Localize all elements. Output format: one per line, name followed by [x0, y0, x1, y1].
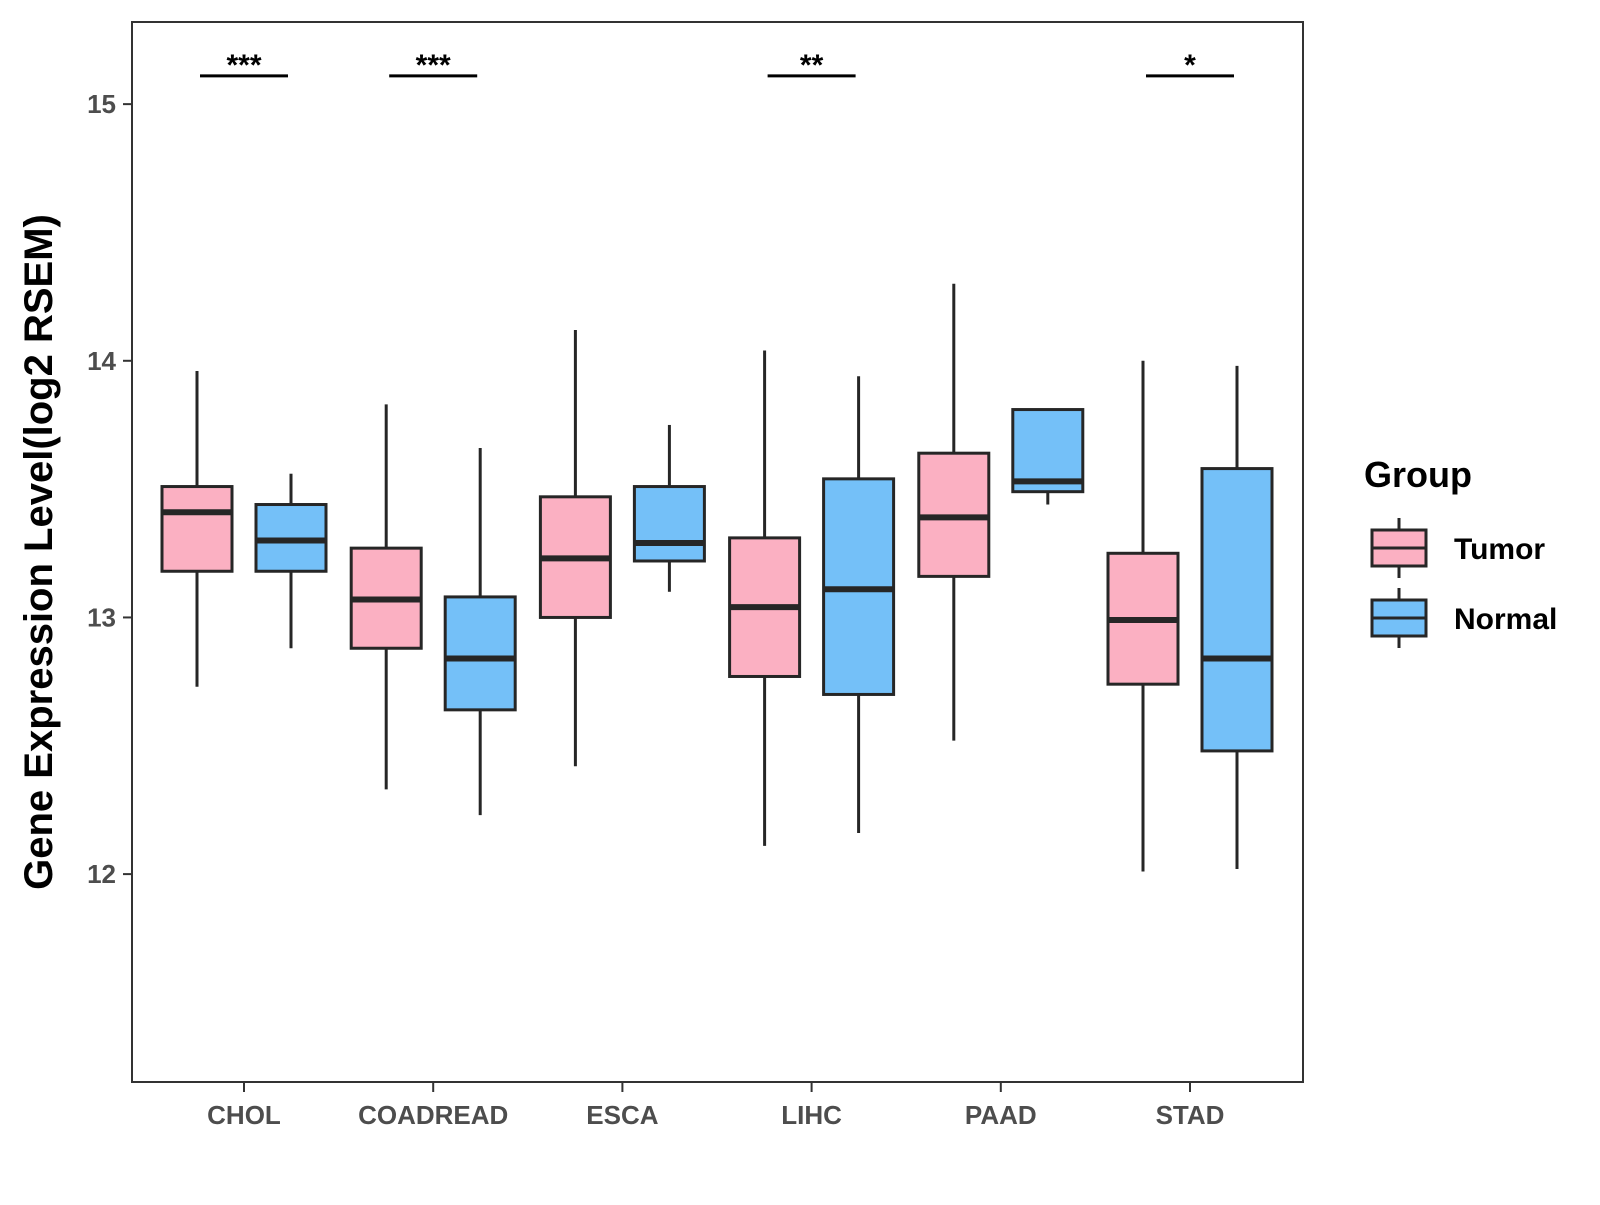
box-tumor-lihc	[728, 350, 802, 846]
axes: 12 13 14 15 CHOL COADREAD ESCA LIHC PAAD STAD	[87, 89, 1224, 1130]
significance-chol: ***	[200, 49, 288, 82]
box-tumor-chol	[160, 371, 234, 687]
x-tick-label: STAD	[1156, 1100, 1225, 1130]
panel-border	[131, 21, 1304, 1083]
x-tick-label: COADREAD	[358, 1100, 508, 1130]
significance-label: **	[800, 49, 824, 82]
box-tumor-paad	[917, 283, 991, 741]
iqr-box	[632, 485, 706, 563]
boxes	[160, 283, 1274, 872]
y-tick-label: 13	[87, 602, 116, 632]
legend-label: Tumor	[1454, 533, 1545, 566]
plot-panel	[131, 21, 1304, 1083]
legend-item-tumor: Tumor	[1370, 518, 1545, 578]
y-tick-label: 15	[87, 89, 116, 119]
legend-label: Normal	[1454, 603, 1557, 636]
legend: Group Tumor Normal	[1364, 454, 1557, 648]
y-tick-label: 14	[87, 346, 116, 376]
significance-label: ***	[416, 49, 451, 82]
box-normal-stad	[1200, 365, 1274, 869]
significance-coadread: ***	[389, 49, 478, 82]
box-normal-chol	[254, 473, 328, 649]
y-tick-label: 12	[87, 859, 116, 889]
x-tick-label: ESCA	[586, 1100, 658, 1130]
significance-label: *	[1184, 49, 1196, 82]
iqr-box	[1011, 408, 1085, 494]
box-normal-esca	[632, 424, 706, 592]
iqr-box	[1200, 467, 1274, 753]
significance-annotations: *** *** ** *	[200, 49, 1234, 82]
box-normal-paad	[1011, 408, 1085, 505]
box-tumor-esca	[538, 329, 612, 767]
box-tumor-coadread	[349, 404, 423, 790]
y-axis-label: Gene Expression Level(log2 RSEM)	[17, 214, 61, 890]
significance-label: ***	[226, 49, 261, 82]
box-normal-coadread	[443, 448, 517, 816]
legend-title: Group	[1364, 454, 1472, 495]
x-tick-label: CHOL	[207, 1100, 281, 1130]
iqr-box	[443, 595, 517, 712]
significance-lihc: **	[767, 49, 856, 82]
legend-item-normal: Normal	[1370, 588, 1557, 648]
box-normal-lihc	[822, 376, 896, 834]
x-tick-label: PAAD	[965, 1100, 1037, 1130]
x-tick-label: LIHC	[781, 1100, 842, 1130]
iqr-box	[160, 485, 234, 573]
box-tumor-stad	[1106, 360, 1180, 872]
significance-stad: *	[1146, 49, 1234, 82]
